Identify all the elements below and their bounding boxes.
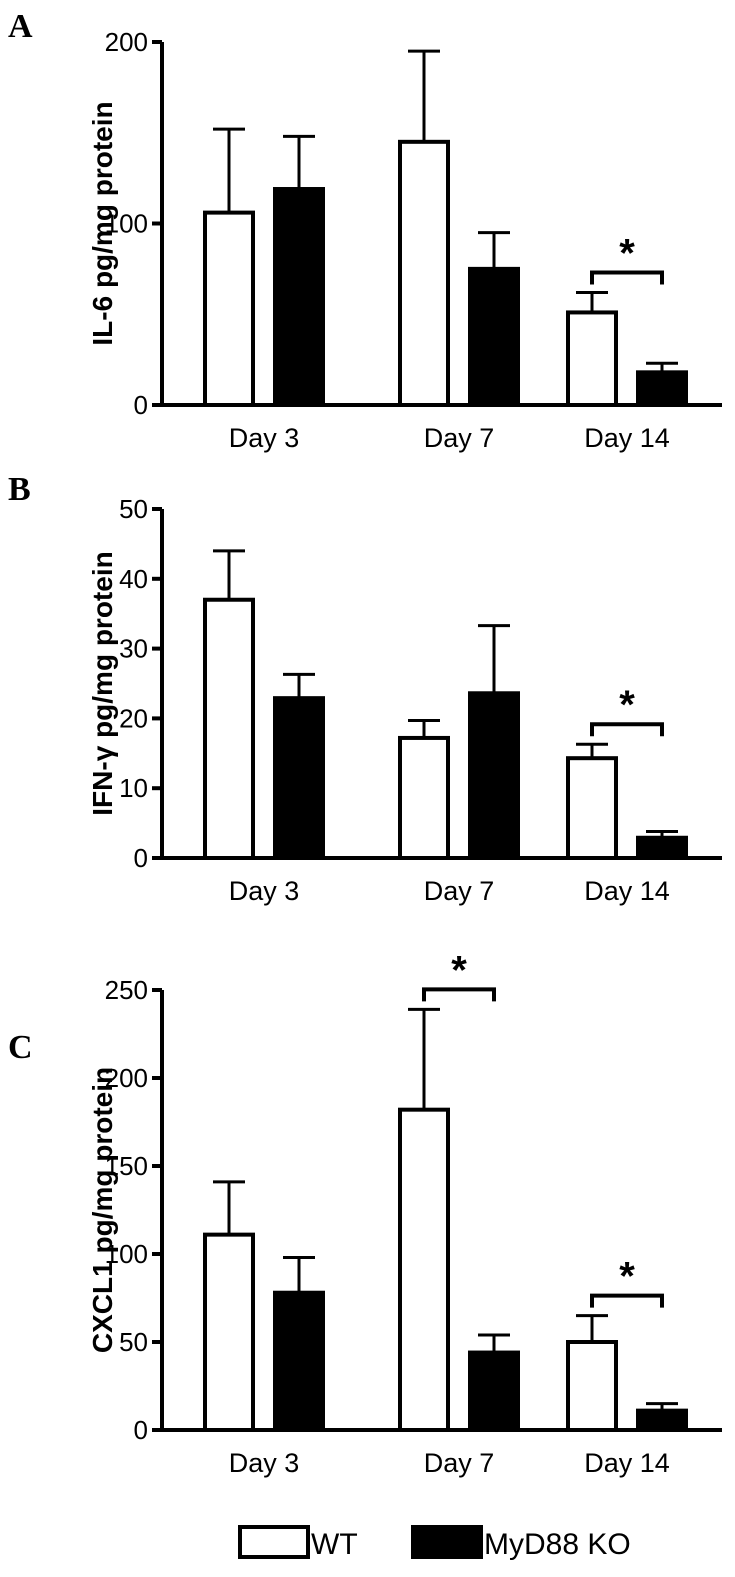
legend-swatch-ko bbox=[411, 1525, 483, 1559]
y-tick-label: 200 bbox=[105, 1063, 148, 1093]
bar-ko bbox=[636, 370, 688, 407]
significance-bracket bbox=[422, 987, 496, 1002]
legend-label-wt: WT bbox=[311, 1528, 358, 1561]
y-tick-label: 0 bbox=[134, 390, 148, 420]
bar-ko bbox=[468, 266, 520, 407]
panel-letter: A bbox=[8, 8, 33, 45]
x-tick-label: Day 14 bbox=[584, 423, 670, 453]
panel-letter: C bbox=[8, 1029, 33, 1066]
bar-ko bbox=[636, 835, 688, 860]
y-tick-label: 100 bbox=[105, 1239, 148, 1269]
significance-bracket bbox=[590, 1293, 664, 1308]
x-tick-label: Day 3 bbox=[229, 1448, 300, 1478]
significance-star: * bbox=[451, 948, 467, 992]
bar-ko bbox=[468, 1350, 520, 1433]
bar-wt bbox=[203, 597, 255, 860]
y-axis-label: IFN-γ pg/mg protein bbox=[87, 551, 118, 815]
significance-star: * bbox=[619, 231, 635, 275]
legend-label-ko: MyD88 KO bbox=[484, 1528, 631, 1561]
bar-wt bbox=[398, 1107, 450, 1433]
significance-bracket bbox=[590, 270, 664, 285]
x-tick-label: Day 7 bbox=[424, 1448, 495, 1478]
x-tick-label: Day 7 bbox=[424, 876, 495, 906]
x-tick-label: Day 7 bbox=[424, 423, 495, 453]
bar-ko bbox=[273, 696, 325, 861]
significance-star: * bbox=[619, 1255, 635, 1299]
x-tick-label: Day 3 bbox=[229, 876, 300, 906]
bar-wt bbox=[203, 1232, 255, 1433]
y-tick-label: 40 bbox=[119, 564, 148, 594]
chart-panel-A: A 0 100 200 IL-6 pg/mg protein Day 3 Day 7 Day … bbox=[8, 8, 722, 453]
y-tick-label: 10 bbox=[119, 773, 148, 803]
bar-ko bbox=[273, 187, 325, 407]
significance-bracket bbox=[590, 722, 664, 737]
y-axis-label: IL-6 pg/mg protein bbox=[87, 101, 118, 345]
y-tick-label: 200 bbox=[105, 27, 148, 57]
bar-wt bbox=[398, 735, 450, 860]
legend: WT MyD88 KO bbox=[238, 1525, 631, 1561]
chart-panel-C: C 0 50 100 150 200 250 CXCL1 pg/mg protein Day 3… bbox=[8, 948, 722, 1478]
x-tick-label: Day 3 bbox=[229, 423, 300, 453]
y-tick-label: 50 bbox=[119, 494, 148, 524]
y-tick-label: 0 bbox=[134, 843, 148, 873]
y-tick-label: 30 bbox=[119, 634, 148, 664]
significance-star: * bbox=[619, 683, 635, 727]
y-axis-label: CXCL1 pg/mg protein bbox=[87, 1067, 118, 1353]
x-tick-label: Day 14 bbox=[584, 1448, 670, 1478]
bar-ko bbox=[273, 1290, 325, 1432]
y-tick-label: 100 bbox=[105, 209, 148, 239]
y-tick-label: 20 bbox=[119, 703, 148, 733]
y-tick-label: 250 bbox=[105, 975, 148, 1005]
bar-wt bbox=[566, 756, 618, 860]
y-tick-label: 0 bbox=[134, 1415, 148, 1445]
bar-wt bbox=[566, 310, 618, 407]
panel-letter: B bbox=[8, 471, 31, 508]
bar-wt bbox=[566, 1340, 618, 1432]
bar-wt bbox=[203, 210, 255, 407]
bar-ko bbox=[636, 1408, 688, 1433]
bar-ko bbox=[468, 691, 520, 860]
bar-wt bbox=[398, 139, 450, 407]
y-tick-label: 50 bbox=[119, 1327, 148, 1357]
legend-swatch-wt bbox=[238, 1525, 310, 1559]
y-tick-label: 150 bbox=[105, 1151, 148, 1181]
x-tick-label: Day 14 bbox=[584, 876, 670, 906]
